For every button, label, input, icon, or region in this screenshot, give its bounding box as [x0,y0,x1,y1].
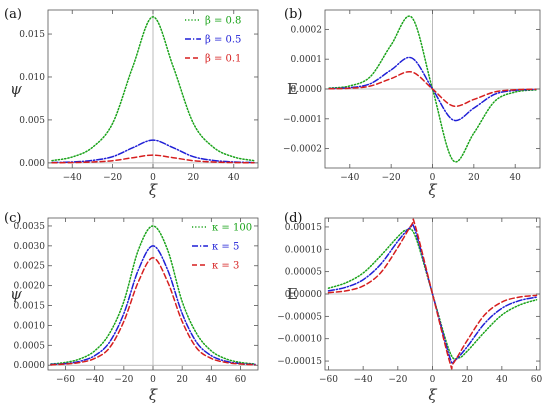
panel-label: (d) [284,211,302,226]
y-tick-label: 0.0035 [14,222,46,232]
y-tick-label: −0.00015 [277,357,322,367]
series-line-2 [51,139,255,164]
panel-label: (b) [284,7,302,22]
x-axis-label: ξ [149,181,158,199]
series-line-3 [50,257,256,366]
y-axis-label: ψ [10,80,22,98]
y-axis-label: ψ [10,285,22,303]
panel-label: (c) [4,211,21,226]
x-tick-label: 60 [531,375,543,385]
legend-label-1: β = 0.8 [205,16,241,27]
y-tick-label: 0.0005 [14,341,46,351]
y-tick-label: −0.00005 [277,312,322,322]
y-tick-label: 0.0001 [291,55,323,65]
y-tick-label: −0.00010 [277,335,322,345]
series-line-2 [50,245,256,366]
series-line-3 [328,70,537,108]
x-tick-label: −40 [354,375,373,385]
legend-label-2: κ = 5 [212,242,239,253]
x-tick-label: −40 [85,375,104,385]
x-tick-label: 60 [235,375,247,385]
chart-panel-4: −60 −40 −20 0 20 40 60 −0.00015 −0.00010 −0.00005… [277,211,542,404]
y-tick-label: −0.0001 [283,115,322,125]
y-tick-label: −0.0002 [283,145,322,155]
legend-label-3: β = 0.1 [205,54,241,65]
chart-panel-1: −40 −20 0 20 40 0.000 0.005 0.010 0.015 β = 0.8 β … [4,7,259,199]
y-tick-label: 0.0030 [14,242,46,252]
y-tick-label: 0.0010 [14,321,46,331]
x-tick-label: 20 [461,375,473,385]
x-tick-label: −60 [56,375,75,385]
x-axis-label: ξ [428,386,437,404]
y-tick-label: 0.0002 [291,25,323,35]
y-tick-label: 0.00015 [285,223,322,233]
series-line-3 [51,154,255,164]
series-line-1 [51,16,255,162]
x-tick-label: −20 [382,173,401,183]
panel-label: (a) [4,7,22,22]
y-tick-label: 0.0020 [14,282,46,292]
y-tick-label: 0.010 [19,73,45,83]
y-tick-label: 0.015 [19,30,45,40]
x-tick-label: 0 [430,173,436,183]
legend-label-3: κ = 3 [212,261,239,272]
x-tick-label: 40 [228,173,240,183]
y-tick-label: 0.005 [19,116,45,126]
x-axis-label: ξ [149,386,158,404]
legend-label-2: β = 0.5 [205,35,241,46]
x-tick-label: −20 [103,173,122,183]
x-tick-label: 40 [509,173,521,183]
x-tick-label: −40 [63,173,82,183]
x-tick-label: −40 [340,173,359,183]
x-tick-label: −20 [114,375,133,385]
y-tick-label: 0.0000 [14,361,46,371]
x-tick-label: 20 [468,173,480,183]
x-tick-label: 0 [430,375,436,385]
y-axis-label: E [287,285,298,303]
x-tick-label: −60 [319,375,338,385]
x-tick-label: 20 [176,375,188,385]
x-tick-label: −20 [388,375,407,385]
y-tick-label: 0.00000 [285,290,322,300]
series-line-3 [327,218,538,370]
y-axis-label: E [287,80,298,98]
x-tick-label: 0 [150,173,156,183]
chart-panel-3: −60 −40 −20 0 20 40 60 0.0000 0.0005 0.0010 0.0015… [4,211,259,404]
x-tick-label: 20 [188,173,200,183]
x-axis-label: ξ [428,181,437,199]
x-tick-label: 0 [150,375,156,385]
series-line-1 [50,225,256,365]
y-tick-label: 0.000 [19,159,45,169]
chart-panel-2: −40 −20 0 20 40 −0.0002 −0.0001 0.0000 0.0001 0.0… [283,7,541,199]
y-tick-label: 0.0025 [14,262,46,272]
y-tick-label: 0.0000 [291,85,323,95]
y-tick-label: 0.0015 [14,302,46,312]
legend-label-1: κ = 100 [212,223,252,234]
x-tick-label: 40 [496,375,508,385]
y-tick-label: 0.00005 [285,268,322,278]
y-tick-label: 0.00010 [285,245,322,255]
x-tick-label: 40 [206,375,218,385]
